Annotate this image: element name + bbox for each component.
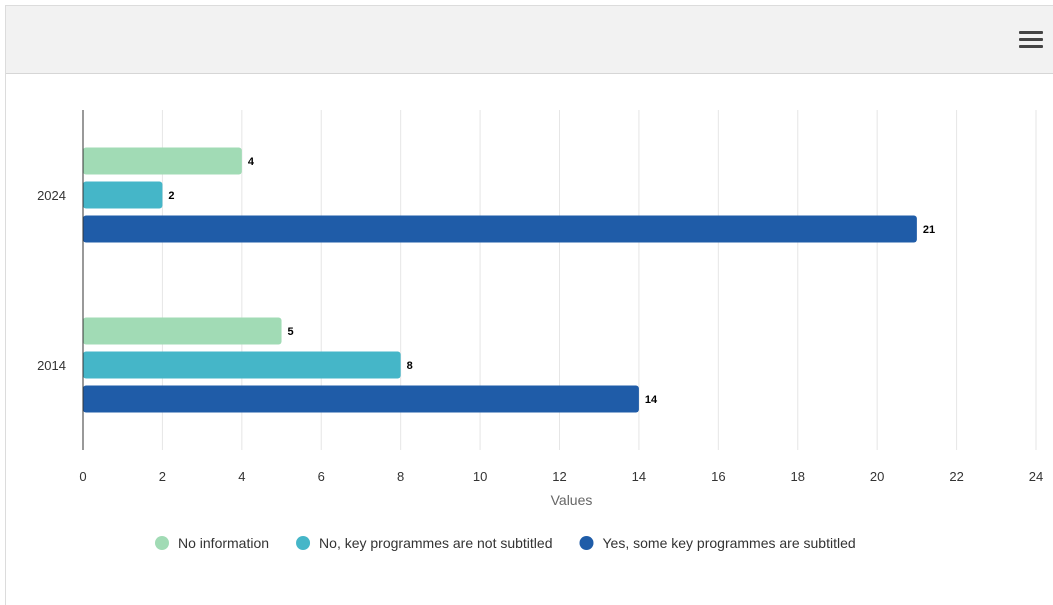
data-label: 8: [407, 360, 413, 372]
data-label: 21: [923, 224, 935, 236]
x-tick-label: 4: [238, 469, 245, 484]
x-axis-title: Values: [551, 492, 593, 508]
x-tick-label: 20: [870, 469, 884, 484]
y-tick-label: 2024: [37, 188, 66, 203]
x-tick-label: 2: [159, 469, 166, 484]
data-label: 2: [168, 190, 174, 202]
x-tick-label: 16: [711, 469, 725, 484]
legend-marker: [155, 536, 169, 550]
legend-label: No, key programmes are not subtitled: [319, 535, 552, 551]
y-tick-label: 2014: [37, 358, 66, 373]
bars: [83, 147, 917, 413]
data-label: 14: [645, 394, 658, 406]
data-labels: 4 2 21 5 8 14: [168, 156, 935, 406]
x-tick-label: 10: [473, 469, 487, 484]
x-tick-label: 8: [397, 469, 404, 484]
legend-item[interactable]: Yes, some key programmes are subtitled: [579, 535, 856, 551]
legend-item[interactable]: No, key programmes are not subtitled: [296, 535, 553, 551]
legend-item[interactable]: No information: [155, 535, 269, 551]
x-tick-label: 18: [791, 469, 805, 484]
legend-marker: [296, 536, 311, 550]
legend-label: No information: [178, 535, 269, 551]
x-tick-label: 12: [552, 469, 566, 484]
chart-toolbar: [6, 6, 1053, 74]
x-tick-label: 22: [949, 469, 963, 484]
bar[interactable]: [83, 215, 917, 243]
legend: No information No, key programmes are not…: [155, 535, 856, 551]
chart-container: [5, 5, 1053, 605]
y-axis-labels: 2024 2014: [37, 188, 66, 373]
x-tick-label: 6: [318, 469, 325, 484]
hamburger-menu-icon[interactable]: [1019, 28, 1045, 50]
bar[interactable]: [83, 181, 163, 209]
legend-marker: [579, 536, 594, 550]
bar[interactable]: [83, 317, 282, 345]
x-tick-label: 0: [79, 469, 86, 484]
data-label: 4: [248, 156, 255, 168]
data-label: 5: [288, 326, 294, 338]
x-tick-label: 14: [632, 469, 646, 484]
x-axis-labels: 0 2 4 6 8 10 12 14 16 18 20 22 24: [79, 469, 1043, 484]
bar[interactable]: [83, 351, 401, 379]
legend-label: Yes, some key programmes are subtitled: [603, 535, 856, 551]
bar[interactable]: [83, 385, 639, 413]
bar[interactable]: [83, 147, 242, 175]
x-tick-label: 24: [1029, 469, 1043, 484]
